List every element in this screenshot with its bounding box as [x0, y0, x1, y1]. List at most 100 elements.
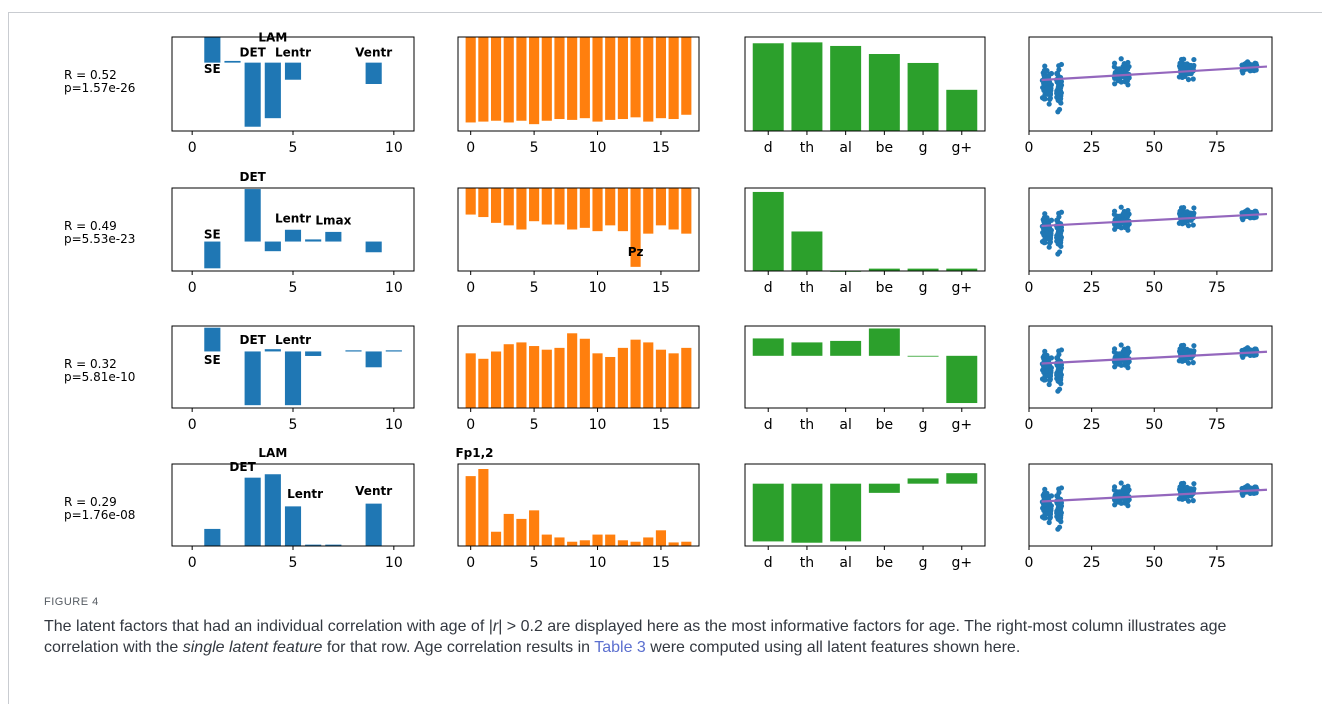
bar: [668, 188, 679, 230]
bar: [204, 241, 221, 269]
scatter-point: [1125, 503, 1131, 509]
bar: [305, 351, 322, 356]
x-tick-label: d: [764, 280, 773, 296]
bar: [244, 189, 261, 242]
scatter-point: [1056, 386, 1063, 392]
scatter-point: [1054, 90, 1060, 96]
bar: [630, 339, 641, 408]
bar: [617, 188, 628, 232]
x-tick-label: 10: [385, 555, 403, 571]
scatter-point: [1112, 226, 1118, 232]
x-tick-label: 0: [188, 140, 197, 156]
scatter-point: [1115, 499, 1121, 505]
x-tick-label: 25: [1083, 140, 1101, 156]
bar: [567, 37, 578, 120]
bar-annotation: SE: [204, 353, 221, 367]
x-tick-label: 0: [1025, 555, 1034, 571]
bar: [478, 188, 489, 218]
scatter-point: [1041, 214, 1048, 221]
bar: [868, 328, 900, 356]
x-tick-label: al: [839, 280, 851, 296]
bar-annotation: Ventr: [355, 484, 392, 498]
bar-annotation: DET: [239, 46, 266, 60]
bar: [752, 483, 784, 542]
axes-frame: [171, 325, 415, 409]
bar: [655, 37, 667, 119]
axes-frame: [457, 36, 700, 132]
scatter-point: [1121, 210, 1127, 216]
axes-frame: [171, 187, 415, 272]
bar: [490, 531, 502, 546]
bar: [516, 518, 527, 546]
scatter-point: [1057, 501, 1063, 507]
scatter-point: [1054, 372, 1060, 378]
bar: [529, 188, 540, 222]
bar: [907, 355, 939, 357]
x-tick-label: d: [764, 140, 773, 156]
bar: [605, 534, 616, 546]
x-tick-label: al: [839, 417, 851, 433]
axes-frame: [1028, 463, 1273, 547]
x-tick-label: 50: [1145, 280, 1163, 296]
bar: [592, 188, 603, 232]
bar: [490, 351, 502, 408]
bar: [264, 474, 281, 546]
bar: [529, 346, 540, 408]
x-tick-label: 5: [530, 140, 539, 156]
x-tick-label: 0: [1025, 140, 1034, 156]
scatter-point: [1183, 61, 1189, 67]
bar-annotation: DET: [239, 333, 266, 347]
scatter-point: [1183, 209, 1189, 215]
scatter-point: [1177, 484, 1183, 490]
bar: [681, 37, 692, 115]
table-3-link[interactable]: Table 3: [594, 639, 646, 656]
scatter-point: [1054, 217, 1061, 223]
bar: [264, 349, 281, 352]
bar: [365, 241, 382, 253]
bar: [791, 342, 823, 356]
bar: [946, 89, 978, 131]
x-tick-label: 0: [188, 280, 197, 296]
scatter-point: [1057, 367, 1064, 374]
caption-r: r: [492, 618, 499, 635]
x-tick-label: g+: [951, 555, 972, 571]
x-tick-label: 10: [385, 140, 403, 156]
x-tick-label: d: [764, 555, 773, 571]
axes-frame: [744, 325, 986, 409]
caption-italic: single latent feature: [182, 639, 323, 656]
caption-part: The latent factors that had an individua…: [44, 618, 493, 635]
x-tick-label: 5: [530, 280, 539, 296]
x-tick-label: th: [800, 280, 814, 296]
scatter-point: [1054, 492, 1061, 499]
bar: [503, 188, 514, 226]
bar: [579, 188, 590, 228]
axes-frame: [457, 325, 700, 409]
x-tick-label: 5: [289, 555, 298, 571]
x-tick-label: 15: [652, 140, 670, 156]
bar: [541, 188, 552, 225]
bar: [541, 37, 552, 121]
bar: [946, 473, 978, 484]
bar-annotation: DET: [239, 170, 266, 184]
x-tick-label: 5: [289, 280, 298, 296]
bar: [365, 351, 382, 368]
scatter-point: [1046, 381, 1052, 388]
x-tick-label: 25: [1083, 280, 1101, 296]
scatter-point: [1185, 498, 1192, 504]
scatter-point: [1048, 230, 1054, 236]
axes-frame: [457, 187, 700, 272]
bar: [655, 349, 667, 408]
x-tick-label: 0: [466, 140, 475, 156]
bar: [617, 37, 628, 120]
x-tick-label: g: [919, 140, 928, 156]
bar: [668, 353, 679, 408]
bar: [567, 188, 578, 230]
bar: [907, 268, 939, 271]
scatter-point: [1118, 56, 1124, 62]
x-tick-label: 15: [652, 555, 670, 571]
scatter-point: [1046, 519, 1052, 526]
scatter-point: [1118, 480, 1124, 486]
row-stat-p: p=1.76e-08: [64, 508, 135, 522]
bar: [325, 231, 342, 242]
bar-annotation: SE: [204, 227, 221, 241]
